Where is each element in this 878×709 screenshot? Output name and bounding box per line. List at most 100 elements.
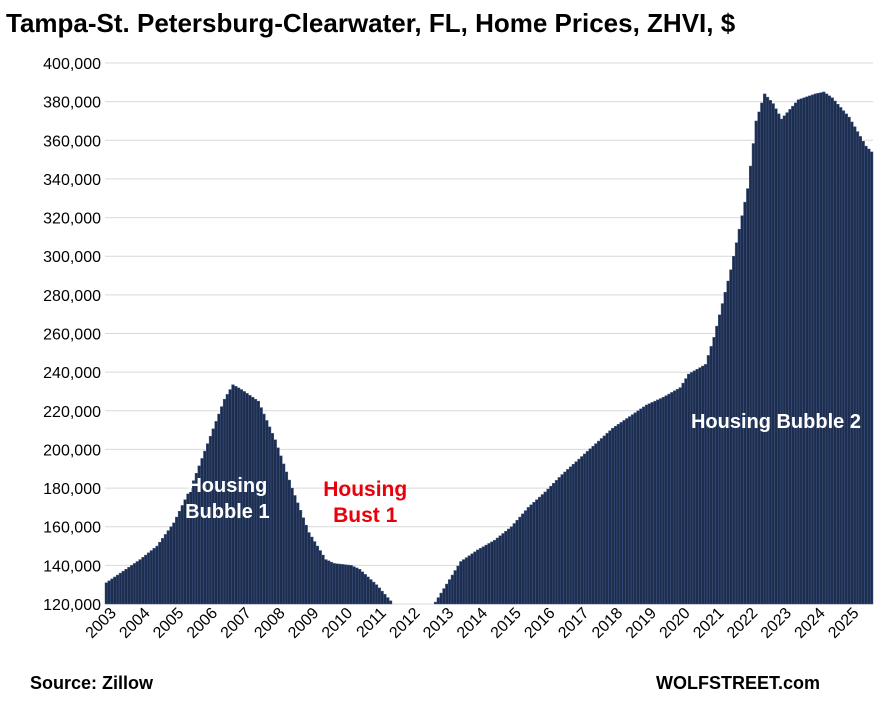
bar [279, 455, 283, 605]
bar [372, 581, 376, 605]
bar [369, 579, 373, 605]
bar [853, 126, 857, 605]
y-tick-label: 240,000 [43, 365, 101, 382]
bar [270, 433, 275, 605]
bar [141, 557, 145, 605]
bar [532, 502, 536, 605]
bar [321, 554, 325, 605]
bar [583, 453, 587, 605]
bar [791, 105, 795, 605]
bar [616, 424, 621, 605]
bar [113, 576, 117, 605]
bar [836, 103, 840, 605]
bar [163, 534, 168, 605]
bar [684, 378, 688, 605]
bar [332, 563, 336, 605]
bar [689, 372, 694, 605]
bar [611, 427, 615, 605]
y-tick-label: 340,000 [43, 172, 101, 189]
source-label: Source: Zillow [30, 673, 154, 693]
x-tick-label: 2013 [420, 605, 457, 642]
x-tick-label: 2024 [792, 605, 829, 642]
bar [287, 479, 291, 605]
y-tick-label: 200,000 [43, 442, 101, 459]
bar [630, 414, 635, 605]
bar [346, 564, 350, 605]
x-tick-label: 2017 [555, 605, 592, 642]
bar [507, 528, 511, 605]
y-tick-label: 300,000 [43, 249, 101, 266]
bar [284, 471, 289, 605]
bar [698, 367, 702, 605]
bar [599, 438, 604, 605]
bar [554, 480, 559, 605]
x-tick-label: 2004 [116, 605, 153, 642]
bar [456, 565, 460, 605]
y-tick-label: 320,000 [43, 211, 101, 228]
bar [166, 530, 170, 605]
bar [701, 365, 705, 605]
bar [124, 568, 128, 605]
bar [552, 483, 556, 605]
bar [116, 574, 120, 605]
bar [144, 554, 148, 605]
bar [692, 370, 696, 605]
bar [726, 280, 730, 605]
bar [383, 594, 387, 605]
bar [304, 524, 308, 605]
bar [388, 600, 393, 605]
bar [841, 110, 846, 605]
bar [574, 461, 578, 605]
y-tick-label: 360,000 [43, 133, 101, 150]
y-axis: 120,000 140,000 160,000 180,000 200,000 220,0… [43, 56, 101, 614]
x-axis: 2003200420052006200720082009201020112012… [83, 605, 863, 642]
bar [588, 448, 592, 605]
y-tick-label: 400,000 [43, 56, 101, 73]
bar [751, 143, 756, 605]
y-tick-label: 140,000 [43, 558, 101, 575]
y-tick-label: 380,000 [43, 95, 101, 112]
bar [318, 550, 322, 605]
bar [754, 120, 758, 605]
bar [282, 463, 286, 605]
x-tick-label: 2010 [319, 605, 356, 642]
bar [450, 574, 455, 605]
bar [386, 597, 390, 605]
bar [225, 394, 230, 605]
bar [121, 570, 125, 605]
bar [706, 355, 711, 605]
x-tick-label: 2016 [521, 605, 558, 642]
bar [810, 94, 815, 605]
bar [723, 292, 727, 605]
bar [613, 426, 618, 605]
bar [858, 136, 862, 605]
bar [822, 91, 826, 605]
bar [768, 100, 772, 605]
bar [650, 402, 654, 605]
bar [560, 474, 564, 605]
bar [816, 93, 820, 605]
x-tick-label: 2022 [724, 605, 761, 642]
bar [777, 113, 781, 605]
bar [327, 560, 331, 605]
bar [743, 201, 747, 605]
bar [695, 369, 699, 605]
bar [248, 395, 252, 605]
bar [245, 393, 249, 605]
bar [498, 535, 502, 605]
chart-title: Tampa-St. Petersburg-Clearwater, FL, Hom… [6, 8, 736, 38]
x-tick-label: 2008 [251, 605, 288, 642]
bar [349, 565, 353, 605]
bar [135, 561, 139, 605]
bar [535, 499, 539, 605]
bar [850, 121, 854, 605]
bar [478, 548, 483, 605]
bar [290, 487, 294, 605]
bar [746, 188, 750, 605]
bar [636, 410, 640, 605]
bar [492, 540, 497, 605]
bar [540, 494, 545, 605]
bar [824, 93, 829, 605]
x-tick-label: 2009 [285, 605, 322, 642]
